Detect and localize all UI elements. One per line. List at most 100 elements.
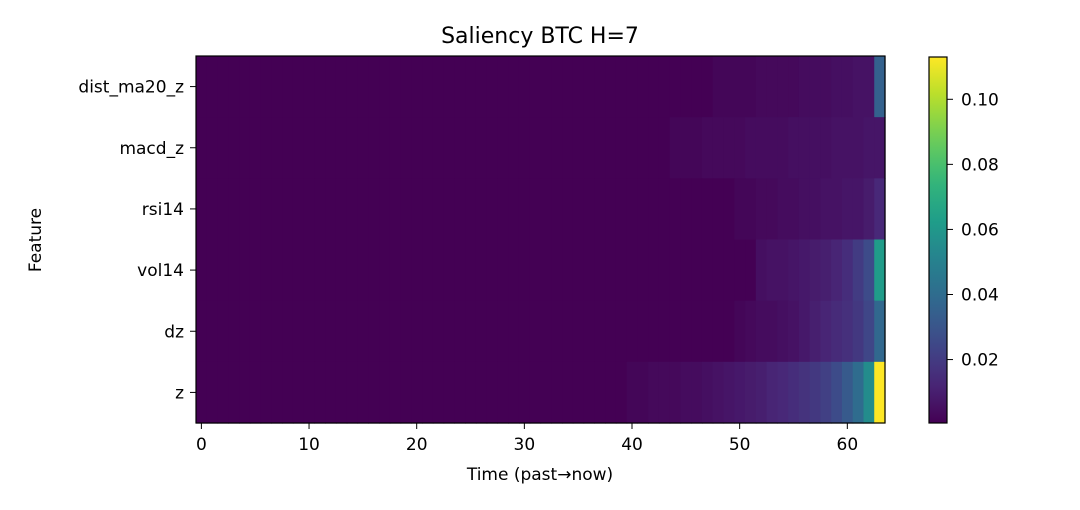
heatmap-cell [637, 300, 649, 363]
heatmap-cell [282, 239, 294, 302]
x-tick-label: 50 [729, 435, 751, 455]
heatmap-cell [379, 300, 391, 363]
heatmap-cell [422, 300, 434, 363]
x-axis-ticks: 0 10 20 30 40 50 60 [196, 423, 858, 455]
heatmap-cell [196, 56, 208, 118]
heatmap-cell [411, 178, 423, 241]
heatmap-cell [368, 300, 380, 363]
heatmap-cell [529, 239, 542, 302]
heatmap-cell [325, 300, 337, 363]
colorbar-tick-label: 0.10 [961, 90, 999, 110]
heatmap-cell [475, 56, 488, 118]
heatmap-cell [562, 300, 574, 363]
heatmap-cell [723, 239, 735, 302]
heatmap-cell [432, 56, 445, 118]
heatmap-cell [809, 178, 822, 241]
heatmap-cell [368, 178, 380, 241]
heatmap-cell [486, 239, 499, 302]
heatmap-cell [626, 56, 638, 118]
heatmap-cell [820, 178, 832, 241]
heatmap-cell [562, 178, 574, 241]
heatmap-cell [852, 361, 865, 424]
heatmap-cell [465, 117, 477, 179]
x-tick-label: 40 [621, 435, 643, 455]
heatmap-cell [454, 239, 466, 302]
heatmap-cell [680, 117, 692, 179]
heatmap-cell [303, 361, 316, 424]
heatmap-cell [766, 239, 778, 302]
heatmap-cell [497, 239, 509, 302]
heatmap-cell [196, 239, 208, 302]
heatmap-cell [335, 178, 348, 241]
heatmap-cell [874, 178, 886, 241]
heatmap-cell [615, 239, 628, 302]
heatmap-cell [282, 56, 294, 118]
heatmap-cell [443, 56, 455, 118]
heatmap-cell [658, 178, 671, 241]
heatmap-cell [572, 239, 585, 302]
heatmap-cell [648, 239, 660, 302]
heatmap-cell [583, 117, 595, 179]
colorbar-tick-label: 0.02 [961, 351, 999, 371]
heatmap-cell [389, 239, 402, 302]
heatmap-cell [206, 300, 219, 363]
heatmap-cell [411, 239, 423, 302]
heatmap-cell [325, 117, 337, 179]
heatmap-cell [648, 178, 660, 241]
x-tick-label: 20 [406, 435, 428, 455]
heatmap-cell [529, 117, 542, 179]
heatmap-cell [282, 117, 294, 179]
heatmap-cell [271, 117, 283, 179]
heatmap-cell [788, 239, 800, 302]
heatmap-cell [723, 56, 735, 118]
heatmap-cell [658, 239, 671, 302]
heatmap-cell [712, 117, 725, 179]
heatmap-cell [540, 361, 552, 424]
heatmap-cell [605, 117, 617, 179]
y-tick-label: rsi14 [142, 200, 184, 220]
heatmap-cell [249, 361, 262, 424]
heatmap-cell [368, 361, 380, 424]
heatmap-cell [712, 178, 725, 241]
heatmap-cell [325, 56, 337, 118]
heatmap-cell [206, 56, 219, 118]
heatmap-cell [777, 239, 789, 302]
heatmap-cell [475, 178, 488, 241]
heatmap-cell [852, 239, 865, 302]
heatmap-cell [432, 239, 445, 302]
heatmap-cell [863, 239, 875, 302]
heatmap-cell [852, 300, 865, 363]
heatmap-cell [486, 178, 499, 241]
heatmap-cell [809, 361, 822, 424]
heatmap-cell [766, 56, 778, 118]
heatmap-cell [325, 178, 337, 241]
heatmap-cell [777, 56, 789, 118]
y-tick-label: z [175, 383, 184, 403]
heatmap-cell [389, 361, 402, 424]
heatmap-cell [335, 56, 348, 118]
y-tick-label: dist_ma20_z [78, 78, 184, 98]
heatmap-cell [400, 56, 412, 118]
heatmap-cell [691, 117, 703, 179]
heatmap-cell [852, 56, 865, 118]
heatmap-cell [863, 361, 875, 424]
heatmap-cell [766, 300, 778, 363]
heatmap-cell [497, 300, 509, 363]
heatmap-cell [637, 178, 649, 241]
heatmap-cell [379, 178, 391, 241]
heatmap-cell [454, 117, 466, 179]
heatmap-cell [874, 117, 886, 179]
heatmap-cell [529, 300, 542, 363]
heatmap-cell [745, 239, 757, 302]
heatmap-cell [303, 239, 316, 302]
heatmap-cell [249, 56, 262, 118]
heatmap-cell [518, 178, 531, 241]
heatmap-cell [239, 117, 251, 179]
heatmap-cell [680, 56, 692, 118]
heatmap-cell [691, 361, 703, 424]
heatmap-cell [701, 300, 714, 363]
heatmap-cell [766, 361, 778, 424]
heatmap-cell [820, 117, 832, 179]
heatmap-frame [195, 55, 886, 424]
heatmap-cell [658, 117, 671, 179]
